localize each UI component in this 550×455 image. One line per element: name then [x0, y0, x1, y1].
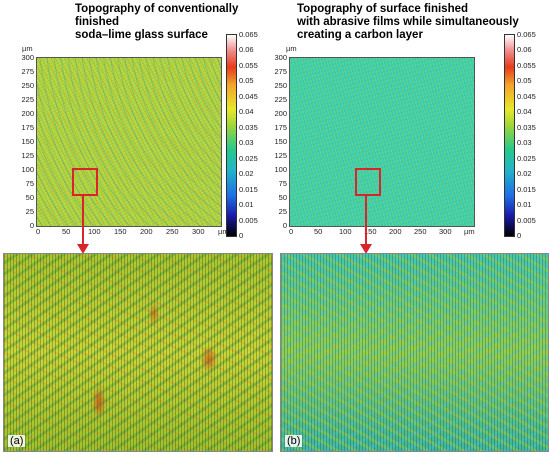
colorbar-tick-label: 0.02: [517, 169, 532, 179]
colorbar-tick-label: 0.055: [239, 60, 258, 70]
y-tick-label: 275: [274, 67, 287, 76]
colorbar-tick-label: 0.015: [239, 184, 258, 194]
y-tick-label: 275: [21, 67, 34, 76]
colorbar-tick-label: 0.04: [517, 107, 532, 117]
y-tick-label: 225: [21, 95, 34, 104]
colorbar-tick-label: 0.045: [239, 91, 258, 101]
colorbar-tick-label: 0.065: [517, 30, 536, 39]
y-tick-label: 150: [274, 137, 287, 146]
colorbar-tick-label: 0.065: [239, 30, 258, 39]
colorbar-tick-label: 0.025: [517, 153, 536, 163]
x-tick-label: 250: [166, 227, 179, 236]
colorbar-tick-label: 0.035: [239, 122, 258, 132]
colorbar-tick-label: 0.005: [239, 215, 258, 225]
colorbar-tick-label: 0.01: [517, 200, 532, 210]
y-tick-label: 300: [21, 53, 34, 62]
x-tick-label: 100: [339, 227, 352, 236]
y-tick-label: 50: [278, 193, 287, 202]
y-tick-label: 75: [278, 179, 287, 188]
y-tick-label: 200: [21, 109, 34, 118]
colorbar-tick-label: 0: [239, 231, 244, 240]
panel-b-y-unit: µm: [286, 44, 297, 53]
panel-a-y-unit: µm: [22, 44, 33, 53]
panel-a-zoom-arrow: [82, 194, 84, 246]
colorbar-tick-label: 0: [517, 231, 522, 240]
y-tick-label: 100: [21, 165, 34, 174]
y-tick-label: 150: [21, 137, 34, 146]
panel-a-arrow-head: [77, 244, 89, 254]
y-tick-label: 250: [21, 81, 34, 90]
y-tick-label: 175: [274, 123, 287, 132]
panel-a-height-map: [36, 57, 222, 227]
x-tick-label: 0: [289, 227, 294, 236]
y-tick-label: 250: [274, 81, 287, 90]
y-tick-label: 200: [274, 109, 287, 118]
panel-a-3d-topography: (a): [3, 253, 273, 452]
x-tick-label: 100: [88, 227, 101, 236]
y-tick-label: 50: [25, 193, 34, 202]
colorbar-tick-label: 0.05: [517, 76, 532, 86]
x-tick-label: 50: [314, 227, 323, 236]
x-tick-label: 150: [364, 227, 377, 236]
x-tick-label: 150: [114, 227, 127, 236]
panel-b-3d-topography: (b): [280, 253, 549, 452]
panel-b-height-map: [289, 57, 475, 227]
colorbar-tick-label: 0.045: [517, 91, 536, 101]
panel-a-title: Topography of conventionally finished so…: [75, 3, 239, 41]
panel-b-zoom-arrow: [365, 194, 367, 246]
panel-b-label: (b): [285, 435, 303, 447]
colorbar-tick-label: 0.025: [239, 153, 258, 163]
panel-b-arrow-head: [360, 244, 372, 254]
x-tick-label: 250: [414, 227, 427, 236]
x-tick-label: µm: [218, 227, 229, 236]
colorbar-tick-label: 0.06: [239, 45, 254, 55]
panel-b-colorbar: [504, 34, 515, 237]
colorbar-tick-label: 0.01: [239, 200, 254, 210]
y-tick-label: 25: [25, 207, 34, 216]
y-tick-label: 25: [278, 207, 287, 216]
colorbar-tick-label: 0.02: [239, 169, 254, 179]
colorbar-tick-label: 0.055: [517, 60, 536, 70]
colorbar-tick-label: 0.04: [239, 107, 254, 117]
y-tick-label: 0: [29, 221, 34, 230]
panel-a-label: (a): [8, 435, 26, 447]
x-tick-label: 50: [62, 227, 71, 236]
colorbar-tick-label: 0.015: [517, 184, 536, 194]
y-tick-label: 0: [282, 221, 287, 230]
y-tick-label: 100: [274, 165, 287, 174]
colorbar-tick-label: 0.03: [239, 138, 254, 148]
colorbar-tick-label: 0.035: [517, 122, 536, 132]
y-tick-label: 175: [21, 123, 34, 132]
colorbar-tick-label: 0.05: [239, 76, 254, 86]
panel-a-selection-box: [72, 168, 98, 196]
y-tick-label: 75: [25, 179, 34, 188]
y-tick-label: 125: [274, 151, 287, 160]
x-tick-label: 300: [439, 227, 452, 236]
x-tick-label: 200: [140, 227, 153, 236]
y-tick-label: 125: [21, 151, 34, 160]
panel-b-title: Topography of surface finished with abra…: [297, 3, 519, 41]
x-tick-label: 200: [389, 227, 402, 236]
y-tick-label: 300: [274, 53, 287, 62]
panel-b-selection-box: [355, 168, 381, 196]
colorbar-tick-label: 0.03: [517, 138, 532, 148]
colorbar-tick-label: 0.06: [517, 45, 532, 55]
y-tick-label: 225: [274, 95, 287, 104]
x-tick-label: 300: [192, 227, 205, 236]
colorbar-tick-label: 0.005: [517, 215, 536, 225]
x-tick-label: µm: [464, 227, 475, 236]
panel-a-colorbar: [226, 34, 237, 237]
x-tick-label: 0: [36, 227, 41, 236]
